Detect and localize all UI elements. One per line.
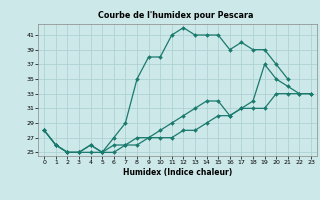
Text: Courbe de l'humidex pour Pescara: Courbe de l'humidex pour Pescara: [98, 11, 254, 20]
X-axis label: Humidex (Indice chaleur): Humidex (Indice chaleur): [123, 168, 232, 177]
